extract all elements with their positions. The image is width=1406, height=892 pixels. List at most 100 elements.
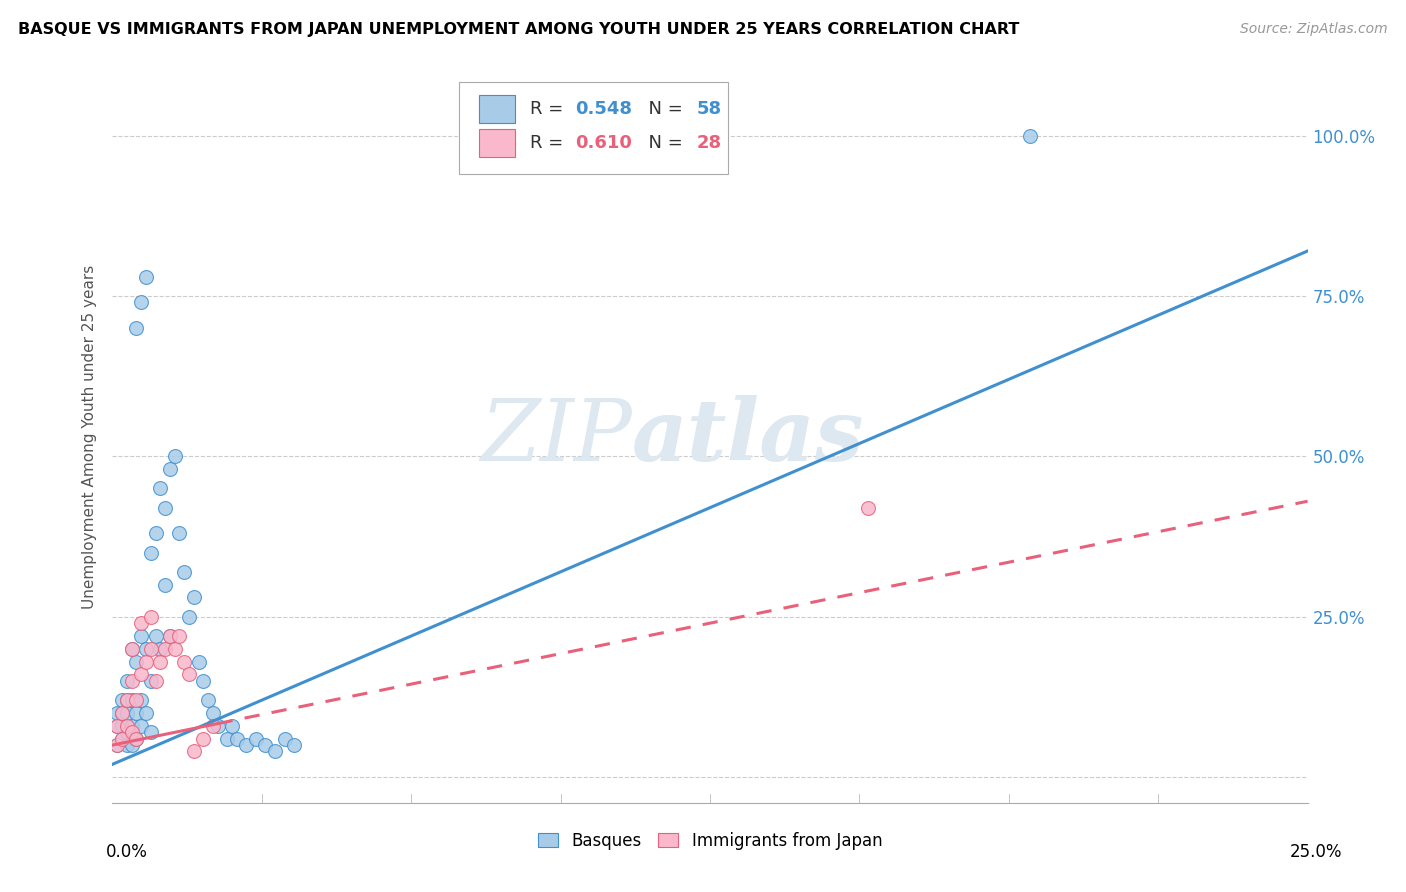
FancyBboxPatch shape — [479, 129, 515, 157]
Point — [115, 706, 138, 720]
Point — [1019, 128, 1042, 143]
Point — [149, 482, 172, 496]
Point — [115, 693, 138, 707]
Point — [139, 609, 162, 624]
Point — [163, 450, 186, 464]
Text: Source: ZipAtlas.com: Source: ZipAtlas.com — [1240, 22, 1388, 37]
Point — [105, 738, 128, 752]
Point — [169, 526, 191, 541]
Point — [193, 731, 215, 746]
Point — [159, 629, 181, 643]
Point — [145, 526, 167, 541]
Point — [121, 693, 143, 707]
Legend: Basques, Immigrants from Japan: Basques, Immigrants from Japan — [531, 825, 889, 856]
Point — [217, 731, 239, 746]
Point — [115, 673, 138, 688]
Point — [115, 693, 138, 707]
Point — [105, 719, 128, 733]
Text: N =: N = — [637, 100, 689, 118]
Point — [273, 731, 295, 746]
Point — [121, 673, 143, 688]
Point — [125, 655, 148, 669]
Point — [121, 725, 143, 739]
Point — [283, 738, 305, 752]
FancyBboxPatch shape — [479, 95, 515, 122]
Point — [207, 719, 229, 733]
Point — [125, 731, 148, 746]
Text: R =: R = — [530, 134, 568, 152]
Point — [153, 641, 176, 656]
Point — [856, 500, 879, 515]
Point — [183, 744, 205, 758]
Point — [125, 693, 148, 707]
Point — [264, 744, 287, 758]
Point — [115, 719, 138, 733]
Point — [125, 731, 148, 746]
Point — [111, 731, 134, 746]
Point — [129, 295, 152, 310]
Text: atlas: atlas — [633, 395, 865, 479]
Point — [153, 577, 176, 591]
Text: 0.0%: 0.0% — [105, 843, 148, 861]
Point — [254, 738, 277, 752]
Point — [183, 591, 205, 605]
Point — [177, 609, 200, 624]
Point — [221, 719, 243, 733]
Point — [121, 641, 143, 656]
Point — [145, 629, 167, 643]
Point — [187, 655, 209, 669]
Point — [125, 321, 148, 335]
Point — [111, 719, 134, 733]
Point — [139, 545, 162, 559]
Y-axis label: Unemployment Among Youth under 25 years: Unemployment Among Youth under 25 years — [82, 265, 97, 609]
Point — [245, 731, 267, 746]
Point — [159, 462, 181, 476]
Point — [129, 693, 152, 707]
Point — [149, 655, 172, 669]
Point — [105, 738, 128, 752]
Point — [121, 719, 143, 733]
Point — [135, 706, 157, 720]
Text: 25.0%: 25.0% — [1291, 843, 1343, 861]
Point — [169, 629, 191, 643]
Point — [111, 731, 134, 746]
Point — [177, 667, 200, 681]
Point — [197, 693, 219, 707]
Point — [201, 706, 224, 720]
Point — [111, 706, 134, 720]
Text: 58: 58 — [697, 100, 723, 118]
Point — [139, 673, 162, 688]
Text: ZIP: ZIP — [481, 396, 633, 478]
Text: 0.548: 0.548 — [575, 100, 631, 118]
Point — [225, 731, 247, 746]
Point — [139, 725, 162, 739]
FancyBboxPatch shape — [458, 82, 728, 174]
Point — [235, 738, 257, 752]
Point — [145, 673, 167, 688]
Point — [135, 641, 157, 656]
Point — [139, 641, 162, 656]
Text: 28: 28 — [697, 134, 723, 152]
Point — [129, 719, 152, 733]
Text: 0.610: 0.610 — [575, 134, 631, 152]
Text: BASQUE VS IMMIGRANTS FROM JAPAN UNEMPLOYMENT AMONG YOUTH UNDER 25 YEARS CORRELAT: BASQUE VS IMMIGRANTS FROM JAPAN UNEMPLOY… — [18, 22, 1019, 37]
Point — [105, 706, 128, 720]
Point — [105, 719, 128, 733]
Point — [201, 719, 224, 733]
Point — [115, 725, 138, 739]
Point — [129, 629, 152, 643]
Point — [149, 641, 172, 656]
Point — [135, 655, 157, 669]
Point — [153, 500, 176, 515]
Text: R =: R = — [530, 100, 568, 118]
Point — [129, 667, 152, 681]
Point — [173, 565, 195, 579]
Point — [121, 738, 143, 752]
Point — [111, 693, 134, 707]
Point — [129, 616, 152, 631]
Point — [111, 706, 134, 720]
Point — [125, 706, 148, 720]
Point — [121, 641, 143, 656]
Text: N =: N = — [637, 134, 689, 152]
Point — [159, 629, 181, 643]
